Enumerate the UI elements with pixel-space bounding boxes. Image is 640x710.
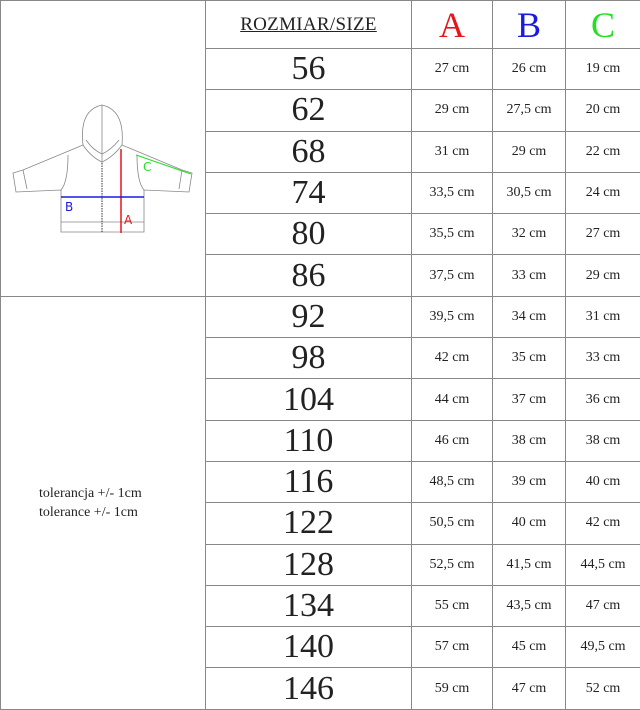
value-b-cell: 29 cm: [493, 131, 566, 172]
value-b-cell: 33 cm: [493, 255, 566, 296]
size-cell: 92: [206, 296, 412, 337]
size-cell: 56: [206, 49, 412, 90]
value-c-cell: 27 cm: [566, 214, 640, 255]
value-a-cell: 55 cm: [412, 585, 493, 626]
size-cell: 62: [206, 90, 412, 131]
value-a-cell: 37,5 cm: [412, 255, 493, 296]
tolerance-en: tolerance +/- 1cm: [39, 503, 205, 522]
value-a-cell: 46 cm: [412, 420, 493, 461]
size-cell: 74: [206, 172, 412, 213]
value-a-cell: 44 cm: [412, 379, 493, 420]
value-b-cell: 45 cm: [493, 627, 566, 668]
label-a: A: [124, 213, 133, 227]
value-b-cell: 26 cm: [493, 49, 566, 90]
value-c-cell: 19 cm: [566, 49, 640, 90]
column-a-header: A: [412, 1, 493, 49]
value-c-cell: 42 cm: [566, 503, 640, 544]
value-b-cell: 40 cm: [493, 503, 566, 544]
value-b-cell: 43,5 cm: [493, 585, 566, 626]
size-cell: 146: [206, 668, 412, 709]
tolerance-pl: tolerancja +/- 1cm: [39, 484, 205, 503]
value-c-cell: 31 cm: [566, 296, 640, 337]
size-cell: 134: [206, 585, 412, 626]
size-cell: 98: [206, 338, 412, 379]
header-row: A B C ROZMIAR/SIZE A B C: [1, 1, 640, 49]
value-b-cell: 27,5 cm: [493, 90, 566, 131]
value-c-cell: 29 cm: [566, 255, 640, 296]
label-c: C: [143, 160, 151, 174]
size-cell: 80: [206, 214, 412, 255]
value-a-cell: 48,5 cm: [412, 461, 493, 502]
size-cell: 104: [206, 379, 412, 420]
value-c-cell: 22 cm: [566, 131, 640, 172]
value-a-cell: 39,5 cm: [412, 296, 493, 337]
column-c-header: C: [566, 1, 640, 49]
value-c-cell: 47 cm: [566, 585, 640, 626]
value-c-cell: 44,5 cm: [566, 544, 640, 585]
size-cell: 68: [206, 131, 412, 172]
column-b-header: B: [493, 1, 566, 49]
value-a-cell: 59 cm: [412, 668, 493, 709]
size-cell: 128: [206, 544, 412, 585]
value-a-cell: 27 cm: [412, 49, 493, 90]
value-c-cell: 24 cm: [566, 172, 640, 213]
value-b-cell: 35 cm: [493, 338, 566, 379]
value-b-cell: 30,5 cm: [493, 172, 566, 213]
value-a-cell: 29 cm: [412, 90, 493, 131]
value-b-cell: 38 cm: [493, 420, 566, 461]
value-b-cell: 47 cm: [493, 668, 566, 709]
size-cell: 122: [206, 503, 412, 544]
value-a-cell: 42 cm: [412, 338, 493, 379]
value-a-cell: 31 cm: [412, 131, 493, 172]
value-a-cell: 33,5 cm: [412, 172, 493, 213]
value-c-cell: 49,5 cm: [566, 627, 640, 668]
value-c-cell: 40 cm: [566, 461, 640, 502]
value-c-cell: 20 cm: [566, 90, 640, 131]
label-b: B: [65, 200, 73, 214]
value-c-cell: 38 cm: [566, 420, 640, 461]
size-header: ROZMIAR/SIZE: [206, 1, 412, 49]
hoodie-diagram: A B C: [1, 22, 206, 270]
value-b-cell: 37 cm: [493, 379, 566, 420]
value-b-cell: 41,5 cm: [493, 544, 566, 585]
size-cell: 86: [206, 255, 412, 296]
value-c-cell: 36 cm: [566, 379, 640, 420]
value-a-cell: 50,5 cm: [412, 503, 493, 544]
size-cell: 116: [206, 461, 412, 502]
value-c-cell: 33 cm: [566, 338, 640, 379]
value-b-cell: 34 cm: [493, 296, 566, 337]
size-cell: 140: [206, 627, 412, 668]
value-c-cell: 52 cm: [566, 668, 640, 709]
value-b-cell: 39 cm: [493, 461, 566, 502]
value-a-cell: 52,5 cm: [412, 544, 493, 585]
value-a-cell: 35,5 cm: [412, 214, 493, 255]
diagram-cell: A B C: [1, 1, 206, 297]
value-b-cell: 32 cm: [493, 214, 566, 255]
size-cell: 110: [206, 420, 412, 461]
value-a-cell: 57 cm: [412, 627, 493, 668]
